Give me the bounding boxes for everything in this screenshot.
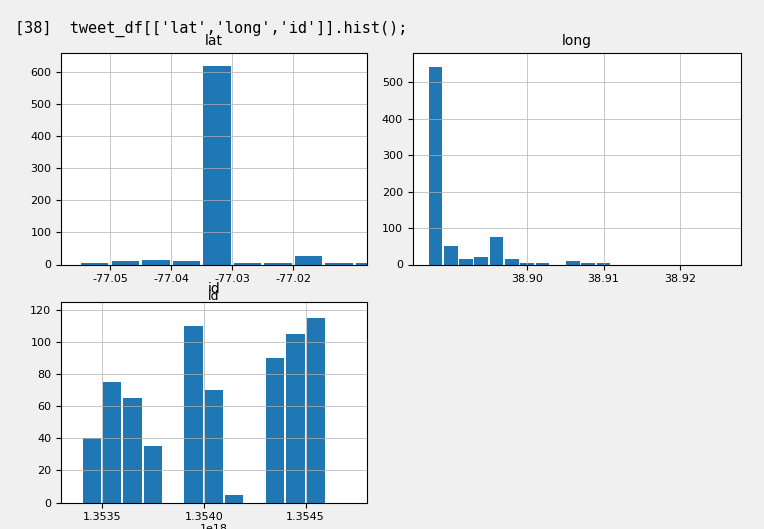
Bar [234,263,261,264]
Title: id: id [208,282,220,296]
X-axis label: id: id [208,290,220,303]
Bar [474,257,488,264]
Bar [429,68,442,264]
Bar [581,263,595,264]
Bar [597,263,610,264]
Bar [173,261,200,264]
Bar [144,446,162,503]
Bar [266,358,284,503]
Bar [142,260,170,264]
Bar [356,263,384,264]
Bar [536,263,549,264]
Bar [306,317,325,503]
Bar [203,66,231,264]
Bar [566,261,580,264]
Bar [286,334,305,503]
Bar [123,398,141,503]
Bar [81,263,108,264]
Bar [225,495,244,503]
Bar [459,259,473,264]
X-axis label: 1e18: 1e18 [200,524,228,529]
Bar [264,263,292,264]
Bar [490,237,503,264]
Bar [184,326,202,503]
Bar [520,263,534,264]
Bar [112,261,139,264]
Bar [103,382,121,503]
Text: [38]  tweet_df[['lat','long','id']].hist();: [38] tweet_df[['lat','long','id']].hist(… [15,21,408,38]
Bar [295,257,322,264]
Title: long: long [562,33,592,48]
Bar [444,247,458,264]
Title: lat: lat [205,33,223,48]
Bar [205,390,223,503]
Bar [83,438,101,503]
Bar [325,263,353,264]
Bar [505,259,519,264]
